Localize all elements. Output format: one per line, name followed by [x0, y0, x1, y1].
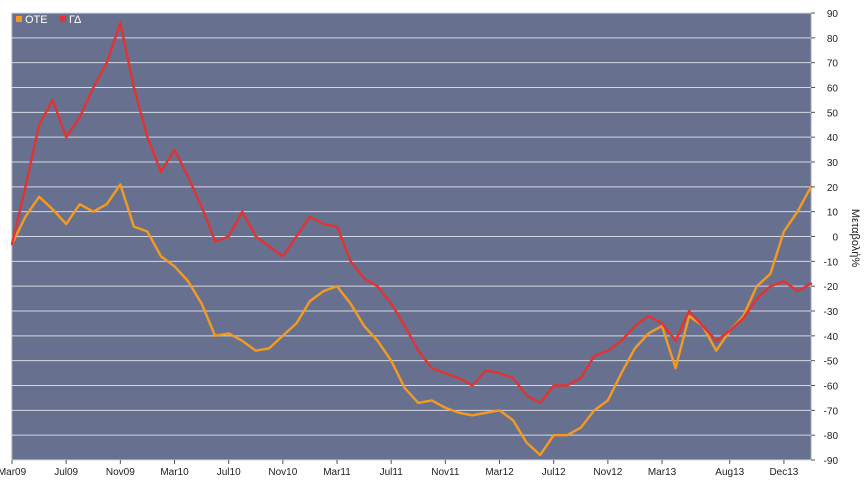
series-layer — [10, 21, 813, 457]
y-axis: 90 80 70 60 50 40 30 20 10 0 -10 -20 -30 -40 -50 -60 -70… — [811, 9, 838, 467]
y-tick-label: -30 — [824, 307, 839, 318]
y-tick-label: 30 — [827, 158, 839, 169]
x-tick-label: Jul10 — [217, 467, 241, 478]
y-tick-label: 70 — [827, 59, 839, 70]
legend-swatch — [60, 16, 66, 22]
y-tick-label: 90 — [827, 9, 839, 20]
y-tick-label: 60 — [827, 84, 839, 95]
x-tick-label: Mar11 — [323, 467, 351, 478]
x-tick-label: Jul12 — [542, 467, 566, 478]
y-tick-label: -40 — [824, 332, 839, 343]
x-tick-label: Jul11 — [380, 467, 404, 478]
x-tick-label: Mar13 — [648, 467, 677, 478]
x-tick-label: Nov10 — [268, 467, 297, 478]
y-tick-label: -50 — [824, 357, 839, 368]
y-tick-label: -20 — [824, 282, 839, 293]
x-tick-label: Dec13 — [769, 467, 798, 478]
x-axis: Mar09 Jul09 Nov09 Mar10 Jul10 Nov10 Mar11 Jul11… — [0, 460, 799, 478]
legend: ΟΤΕ ΓΔ — [16, 14, 82, 26]
x-tick-label: Nov12 — [593, 467, 622, 478]
legend-swatch — [16, 16, 22, 22]
y-tick-label: -80 — [824, 431, 839, 442]
y-tick-label: 80 — [827, 34, 839, 45]
series-line-gd — [10, 21, 813, 405]
y-tick-label: 10 — [827, 208, 839, 219]
y-axis-label: Μεταβολή% — [849, 209, 861, 267]
x-tick-label: Mar10 — [160, 467, 189, 478]
grid — [12, 12, 811, 461]
x-tick-label: Mar09 — [0, 467, 27, 478]
series-line-ote — [10, 183, 813, 457]
y-tick-label: 20 — [827, 183, 839, 194]
legend-label: ΓΔ — [69, 14, 82, 26]
y-tick-label: -10 — [824, 257, 839, 268]
x-tick-label: Aug13 — [715, 467, 744, 478]
legend-label: ΟΤΕ — [25, 14, 48, 26]
y-tick-label: 50 — [827, 108, 839, 119]
y-tick-label: 0 — [832, 233, 838, 244]
x-tick-label: Nov09 — [106, 467, 135, 478]
x-tick-label: Nov11 — [431, 467, 460, 478]
x-tick-label: Jul09 — [54, 467, 78, 478]
x-tick-label: Mar12 — [485, 467, 514, 478]
y-tick-label: -70 — [824, 406, 839, 417]
y-tick-label: -90 — [824, 456, 839, 467]
y-tick-label: -60 — [824, 382, 839, 393]
y-tick-label: 40 — [827, 133, 839, 144]
